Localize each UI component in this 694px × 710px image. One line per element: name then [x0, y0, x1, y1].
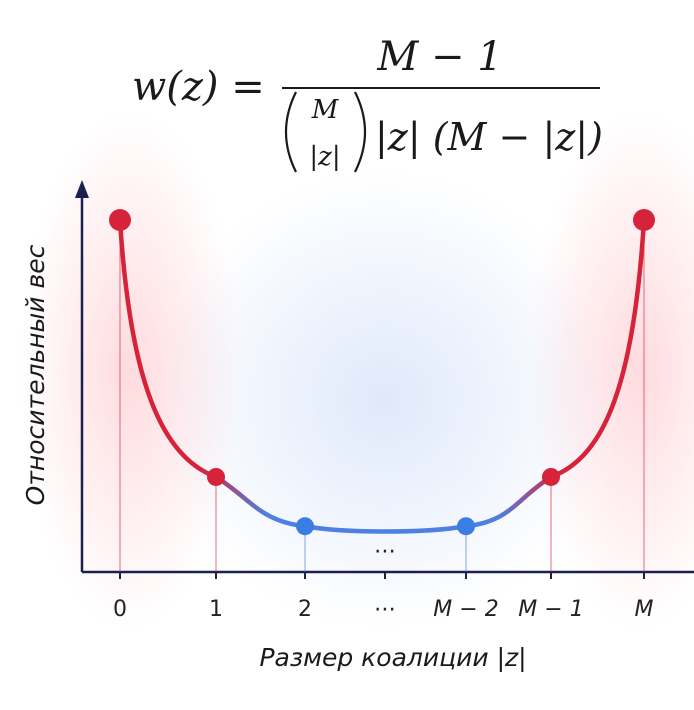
x-tick-label: 2	[298, 597, 312, 622]
formula-lhs: w(z) =	[132, 64, 265, 110]
y-axis-arrow	[75, 180, 89, 198]
data-point	[457, 517, 475, 536]
data-points	[109, 209, 655, 536]
x-tick-label: 0	[113, 597, 127, 622]
x-tick-label: M − 1	[518, 597, 583, 622]
data-point	[296, 517, 314, 536]
x-axis-title: Размер коалиции |z|	[259, 643, 526, 672]
data-point	[542, 467, 560, 486]
binom-bottom: |z|	[309, 142, 340, 172]
y-axis-title: Относительный вес	[21, 244, 50, 505]
binom-top: M	[311, 95, 340, 125]
x-tick-label: M − 2	[433, 597, 498, 622]
x-tick-label: M	[635, 597, 654, 622]
x-tick-label: 1	[209, 597, 223, 622]
data-point	[207, 467, 225, 486]
binom-left-paren	[284, 91, 297, 173]
binom-right-paren	[354, 91, 367, 173]
x-tick-label: ⋯	[374, 597, 396, 622]
data-point	[109, 209, 131, 231]
weight-curve	[117, 217, 647, 534]
data-point	[633, 209, 655, 231]
x-ticks: 0 1 2 ⋯ M − 2 M − 1 M	[113, 572, 654, 622]
formula-denominator-rest: |z| (M − |z|)	[375, 115, 603, 159]
formula-numerator: M − 1	[376, 34, 502, 80]
formula: w(z) = M − 1 M |z| |z| (M − |z|)	[132, 34, 603, 173]
middle-ellipsis: ⋯	[374, 539, 396, 564]
axes	[75, 180, 694, 574]
